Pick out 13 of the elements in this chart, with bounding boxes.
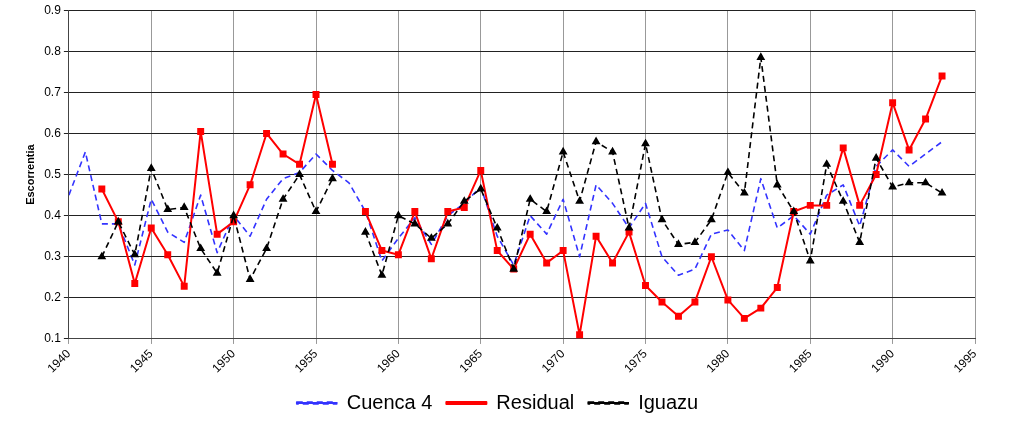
y-tick-label: 0.9 — [44, 2, 62, 17]
y-tick-label: 0.7 — [44, 84, 62, 99]
legend-label: Residual — [496, 390, 575, 413]
y-tick-label: 0.1 — [44, 331, 62, 346]
y-tick-label: 0.6 — [44, 125, 62, 140]
y-tick-label: 0.4 — [44, 207, 62, 222]
legend-label: Iguazu — [638, 390, 699, 413]
y-tick-label: 0.3 — [44, 249, 62, 264]
legend-label: Cuenca 4 — [346, 390, 433, 413]
y-tick-label: 0.5 — [44, 166, 62, 181]
y-axis-title: Escorrentia — [23, 143, 36, 205]
y-tick-label: 0.2 — [44, 290, 62, 305]
y-tick-label: 0.8 — [44, 43, 62, 58]
